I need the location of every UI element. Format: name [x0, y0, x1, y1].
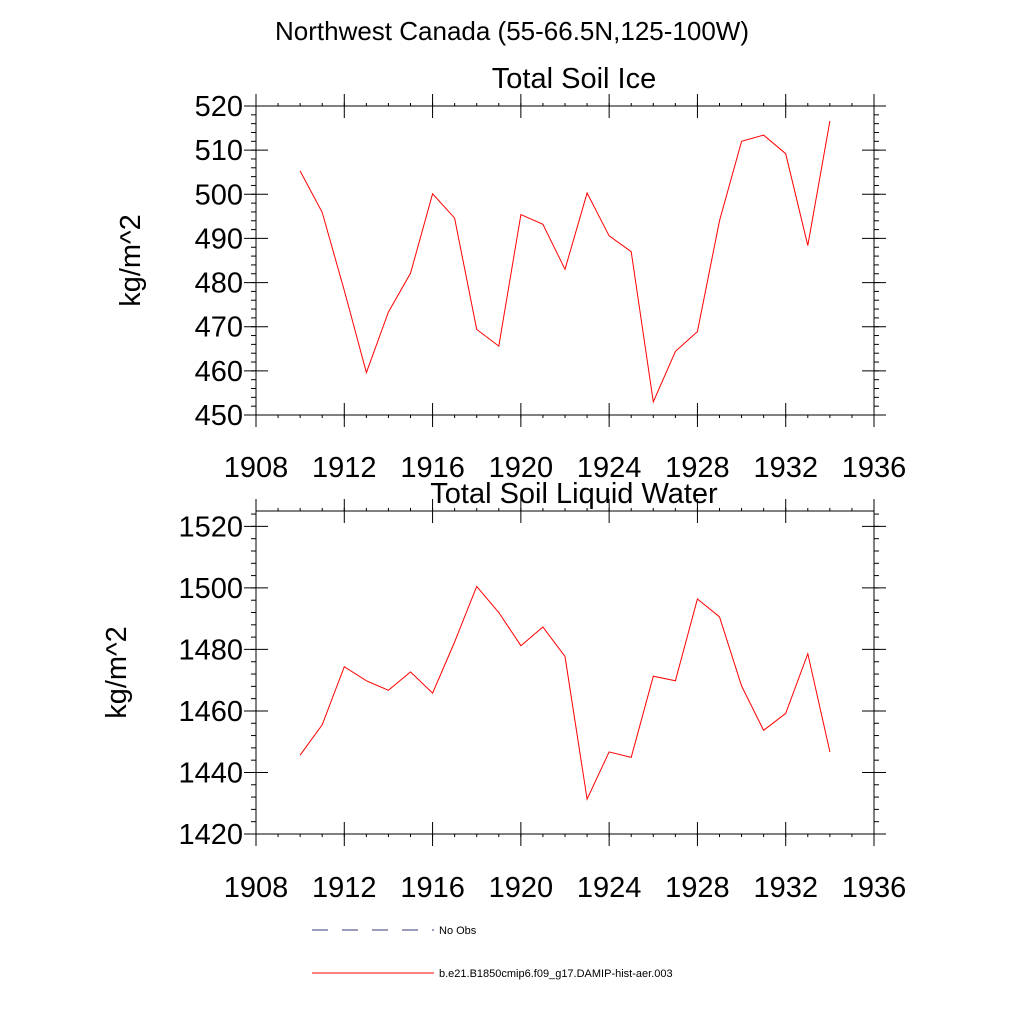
- y-tick-label: 1440: [178, 757, 243, 789]
- x-tick-label: 1920: [489, 452, 554, 484]
- y-tick-label: 470: [195, 312, 243, 344]
- panel-title: Total Soil Ice: [492, 63, 656, 95]
- x-tick-label: 1928: [665, 872, 730, 904]
- y-tick-label: 480: [195, 268, 243, 300]
- panel-total-soil-ice: Total Soil Ice 1908 1912 1916 1920 1924 1928 19…: [115, 63, 906, 484]
- x-tick-label: 1924: [577, 872, 642, 904]
- plot-frame: [255, 510, 875, 835]
- x-tick-label: 1912: [312, 872, 377, 904]
- x-tick-label: 1924: [577, 452, 642, 484]
- panel-title: Total Soil Liquid Water: [430, 478, 718, 510]
- x-tick-label: 1932: [753, 872, 818, 904]
- legend-label: b.e21.B1850cmip6.f09_g17.DAMIP-hist-aer.…: [439, 968, 673, 980]
- y-tick-label: 1520: [178, 511, 243, 543]
- x-tick-label: 1920: [489, 872, 554, 904]
- x-tick-label: 1912: [312, 452, 377, 484]
- figure-title: Northwest Canada (55-66.5N,125-100W): [274, 16, 750, 46]
- panel-total-soil-liquid-water: Total Soil Liquid Water 1908 1912 1916 1920 1…: [101, 478, 906, 904]
- y-axis-label: kg/m^2: [115, 214, 147, 307]
- y-tick-label: 490: [195, 223, 243, 255]
- y-tick-label: 450: [195, 400, 243, 432]
- y-tick-label: 500: [195, 179, 243, 211]
- x-tick-label: 1928: [665, 452, 730, 484]
- x-tick-label: 1936: [842, 452, 907, 484]
- x-tick-label: 1908: [224, 872, 289, 904]
- y-tick-label: 1500: [178, 573, 243, 605]
- legend: No Obs b.e21.B1850cmip6.f09_g17.DAMIP-his…: [312, 925, 673, 980]
- x-tick-label: 1916: [400, 452, 465, 484]
- y-tick-label: 520: [195, 91, 243, 123]
- plot-frame: [255, 105, 875, 416]
- y-tick-label: 1480: [178, 634, 243, 666]
- y-axis-label: kg/m^2: [101, 626, 133, 719]
- y-tick-label: 510: [195, 135, 243, 167]
- series-line: [299, 585, 831, 801]
- x-tick-label: 1932: [753, 452, 818, 484]
- x-tick-label: 1916: [400, 872, 465, 904]
- y-tick-label: 1460: [178, 696, 243, 728]
- y-tick-label: 460: [195, 356, 243, 388]
- legend-label: No Obs: [439, 925, 477, 937]
- y-tick-label: 1420: [178, 819, 243, 851]
- x-tick-label: 1908: [224, 452, 289, 484]
- x-tick-label: 1936: [842, 872, 907, 904]
- series-line: [299, 120, 831, 404]
